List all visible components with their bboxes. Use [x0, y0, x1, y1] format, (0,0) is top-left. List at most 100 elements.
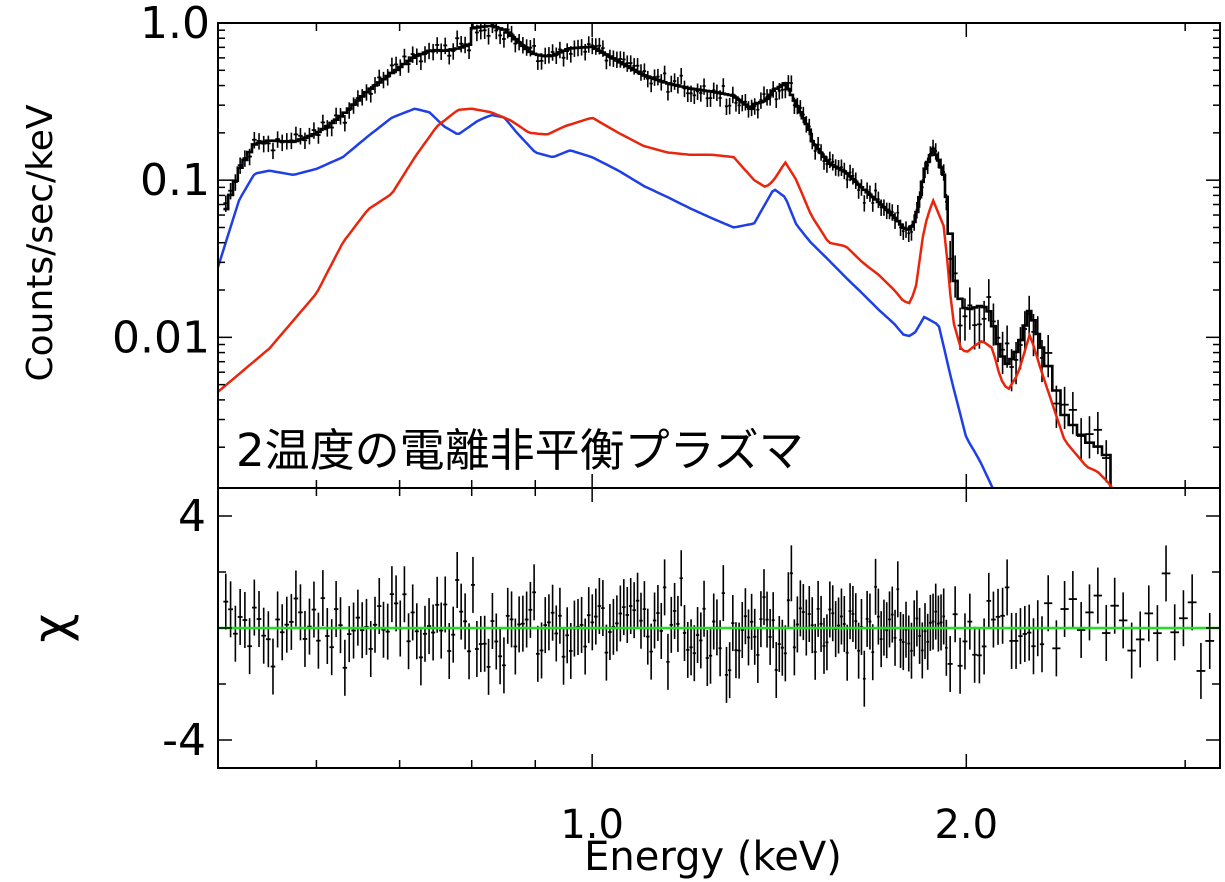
residual-data-point	[338, 597, 343, 654]
residual-data-point	[686, 621, 690, 678]
residual-data-point	[825, 614, 829, 671]
spectrum-data-point	[275, 131, 280, 148]
residual-data-point	[524, 591, 529, 648]
residual-data-point	[474, 620, 479, 677]
residual-data-point	[734, 622, 738, 679]
residual-data-point	[740, 601, 744, 658]
residual-data-point	[1153, 605, 1162, 662]
residual-data-point	[261, 607, 267, 664]
residual-data-point	[517, 596, 522, 653]
residual-data-point	[896, 561, 900, 618]
spectrum-data-point	[486, 28, 491, 45]
residual-data-point	[505, 587, 510, 644]
residual-data-point	[893, 609, 897, 666]
residual-data-point	[351, 602, 356, 659]
residual-data-point	[1044, 575, 1053, 632]
spectrum-data-point	[586, 36, 591, 53]
residual-data-point	[443, 576, 448, 633]
residual-data-point	[786, 572, 790, 629]
residual-data-point	[942, 588, 946, 645]
residual-data-point	[632, 582, 636, 639]
residual-data-point	[868, 593, 872, 650]
residual-data-point	[635, 572, 640, 629]
residual-data-point	[455, 552, 460, 609]
residual-data-point	[402, 566, 407, 623]
residual-data-point	[594, 588, 598, 645]
residual-data-point	[1009, 612, 1014, 669]
spectrum-data-point	[298, 128, 303, 145]
y-tick-label: 1.0	[140, 0, 210, 49]
y-tick-label: 0.1	[140, 155, 210, 206]
spectrum-data-point	[646, 70, 650, 88]
residual-data-point	[746, 609, 751, 666]
residual-data-point	[929, 594, 932, 651]
residual-data-point	[565, 607, 569, 664]
residual-data-point	[937, 595, 940, 652]
spectrum-data-point	[342, 114, 348, 132]
spectrum-data-point	[1052, 385, 1061, 428]
spectrum-data-point	[472, 23, 474, 28]
residual-data-point	[368, 620, 373, 677]
residual-data-point	[1022, 605, 1028, 662]
residual-data-point	[957, 637, 963, 694]
residual-data-point	[494, 613, 499, 670]
residual-data-point	[1205, 612, 1215, 669]
residual-data-point	[579, 596, 584, 653]
residual-data-point	[918, 607, 921, 664]
residual-data-point	[608, 604, 612, 661]
residual-data-point	[435, 576, 440, 633]
residual-data-point	[807, 586, 811, 643]
x-axis-label: Energy (keV)	[584, 834, 842, 880]
residual-data-point	[490, 593, 495, 650]
residual-data-point	[682, 604, 687, 661]
spectrum-data-point	[695, 83, 700, 100]
spectrum-data-point	[774, 91, 778, 109]
residual-data-point	[712, 593, 716, 650]
spectrum-data-point	[724, 98, 729, 116]
residual-data-point	[615, 595, 619, 652]
spectrum-data-point	[874, 182, 877, 200]
residual-data-point	[431, 604, 436, 661]
residual-data-point	[813, 623, 817, 680]
residual-data-point	[789, 545, 793, 602]
residual-data-point	[915, 590, 919, 647]
residual-data-point	[1052, 620, 1061, 677]
residual-data-point	[1004, 559, 1010, 616]
spectrum-data-point	[1060, 386, 1069, 430]
spectrum-data-point	[561, 50, 566, 67]
spectrum-data-point	[962, 298, 968, 341]
residual-data-point	[901, 614, 905, 671]
residual-data-point	[879, 611, 883, 668]
spectrum-data-point	[901, 223, 905, 240]
residual-data-point	[920, 622, 924, 679]
residual-data-point	[934, 583, 938, 640]
residual-data-point	[774, 641, 778, 698]
spectrum-data-point	[451, 43, 456, 60]
residual-data-point	[385, 603, 390, 660]
residual-data-point	[753, 608, 757, 665]
spectrum-data-point	[532, 38, 536, 55]
residual-data-point	[467, 623, 472, 680]
residual-data-point	[977, 627, 982, 684]
spectrum-panel: 1.0 0.1 0.01 2温度の電離非平衡プラズマ Counts/sec/keV	[20, 0, 1221, 489]
residual-data-point	[639, 592, 643, 649]
residual-data-point	[307, 598, 312, 655]
residual-data-point	[447, 623, 452, 680]
residual-data-point	[275, 591, 280, 648]
residual-data-point	[695, 607, 700, 664]
residual-data-point	[885, 602, 889, 659]
residual-data-point	[857, 622, 861, 679]
residual-data-point	[543, 597, 548, 654]
residual-data-point	[242, 592, 248, 649]
residual-data-point	[783, 625, 787, 682]
residual-data-point	[1018, 608, 1023, 665]
residual-data-point	[962, 613, 968, 670]
residual-data-point	[845, 624, 849, 681]
residual-data-point	[743, 588, 747, 645]
residual-data-point	[842, 596, 846, 653]
spectrum-data-point	[402, 48, 407, 66]
residual-data-point	[625, 586, 629, 643]
residual-data-point	[831, 585, 835, 642]
residual-data-point	[768, 608, 772, 665]
spectrum-data-point	[601, 40, 605, 57]
